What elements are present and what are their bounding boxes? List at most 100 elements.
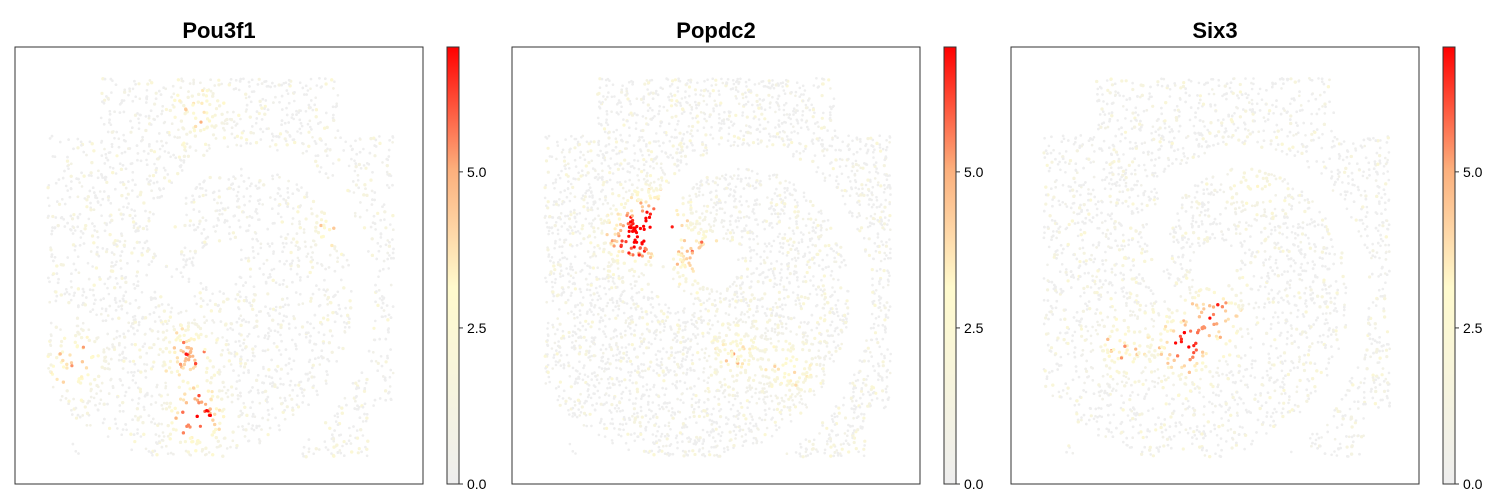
cell-point: [221, 454, 225, 458]
cell-point: [199, 129, 203, 133]
cell-point: [287, 362, 291, 365]
cell-point: [815, 374, 818, 378]
cell-point: [357, 386, 361, 390]
cell-point: [115, 243, 118, 247]
cell-point: [204, 446, 208, 450]
cell-point: [116, 395, 119, 399]
cell-point: [583, 158, 587, 161]
cell-point: [310, 207, 313, 210]
cell-point: [384, 398, 388, 402]
cell-point: [326, 295, 330, 300]
cell-point: [772, 267, 777, 271]
cell-point: [274, 309, 278, 312]
cell-point: [385, 164, 389, 168]
cell-point: [244, 96, 248, 100]
cell-point: [226, 206, 230, 209]
cell-point: [309, 77, 313, 81]
cell-point: [307, 144, 311, 148]
cell-point: [794, 451, 798, 454]
cell-point: [77, 177, 80, 181]
cell-point: [137, 82, 141, 86]
cell-point: [247, 95, 251, 99]
cell-point: [307, 438, 311, 441]
cell-point: [270, 242, 274, 245]
cell-point: [240, 248, 243, 252]
cell-point: [804, 199, 808, 202]
cell-point: [205, 111, 209, 115]
cell-point: [357, 186, 361, 190]
cell-point: [265, 258, 269, 262]
cell-point: [365, 377, 369, 382]
cell-point: [186, 450, 190, 454]
cell-point: [335, 104, 338, 108]
cell-point: [742, 291, 745, 294]
cell-point: [739, 354, 743, 358]
cell-point: [250, 427, 254, 430]
cell-point: [179, 271, 183, 275]
cell-point: [287, 101, 291, 105]
cell-point: [100, 173, 103, 176]
cell-point: [86, 373, 90, 377]
cell-point: [164, 265, 168, 269]
cell-point: [198, 219, 202, 223]
cell-point: [175, 360, 180, 364]
cell-point: [71, 232, 75, 235]
cell-point: [307, 447, 311, 451]
cell-point: [378, 269, 382, 273]
cell-point: [376, 242, 380, 245]
cell-point: [123, 394, 127, 398]
cell-point: [167, 151, 170, 154]
cell-point: [183, 112, 187, 116]
cell-point: [207, 119, 212, 123]
cell-point: [298, 220, 301, 223]
cell-point: [108, 121, 111, 124]
cell-point: [370, 253, 374, 257]
cell-point: [154, 401, 158, 404]
cell-point: [184, 108, 188, 112]
cell-point: [211, 418, 215, 422]
cell-point: [122, 139, 126, 142]
cell-point: [165, 444, 168, 448]
cell-point: [352, 191, 356, 194]
cell-point: [176, 411, 180, 415]
cell-point: [76, 287, 80, 291]
cell-point: [87, 174, 91, 177]
cell-point: [92, 302, 96, 306]
cell-point: [790, 393, 794, 396]
cell-point: [221, 389, 224, 393]
cell-point: [174, 416, 178, 420]
cell-point: [240, 258, 243, 262]
cell-point: [262, 273, 265, 276]
cell-point: [271, 174, 274, 178]
cell-point: [352, 425, 355, 428]
cell-point: [311, 251, 314, 254]
cell-point: [658, 124, 662, 128]
cell-point: [365, 454, 369, 458]
cell-point: [278, 176, 281, 179]
cell-point: [51, 214, 55, 219]
cell-point: [170, 181, 173, 184]
cell-point: [204, 219, 208, 222]
cell-point: [111, 317, 114, 321]
cell-point: [97, 374, 101, 378]
cell-point: [59, 398, 63, 402]
cell-point: [337, 303, 341, 307]
cell-point: [389, 316, 393, 319]
cell-point: [158, 89, 161, 93]
cell-point: [745, 386, 749, 390]
cell-point: [198, 182, 201, 186]
cell-point: [330, 78, 334, 82]
cell-point: [252, 131, 255, 135]
cell-point: [228, 232, 231, 235]
cell-point: [332, 454, 336, 458]
cell-point: [239, 295, 242, 299]
cell-point: [165, 401, 169, 405]
cell-point: [161, 144, 164, 148]
cell-point: [241, 348, 244, 352]
cell-point: [271, 177, 275, 181]
cell-point: [209, 309, 213, 313]
cell-point: [249, 406, 252, 410]
cell-point: [111, 166, 115, 170]
cell-point: [274, 95, 277, 99]
cell-point: [53, 155, 57, 158]
